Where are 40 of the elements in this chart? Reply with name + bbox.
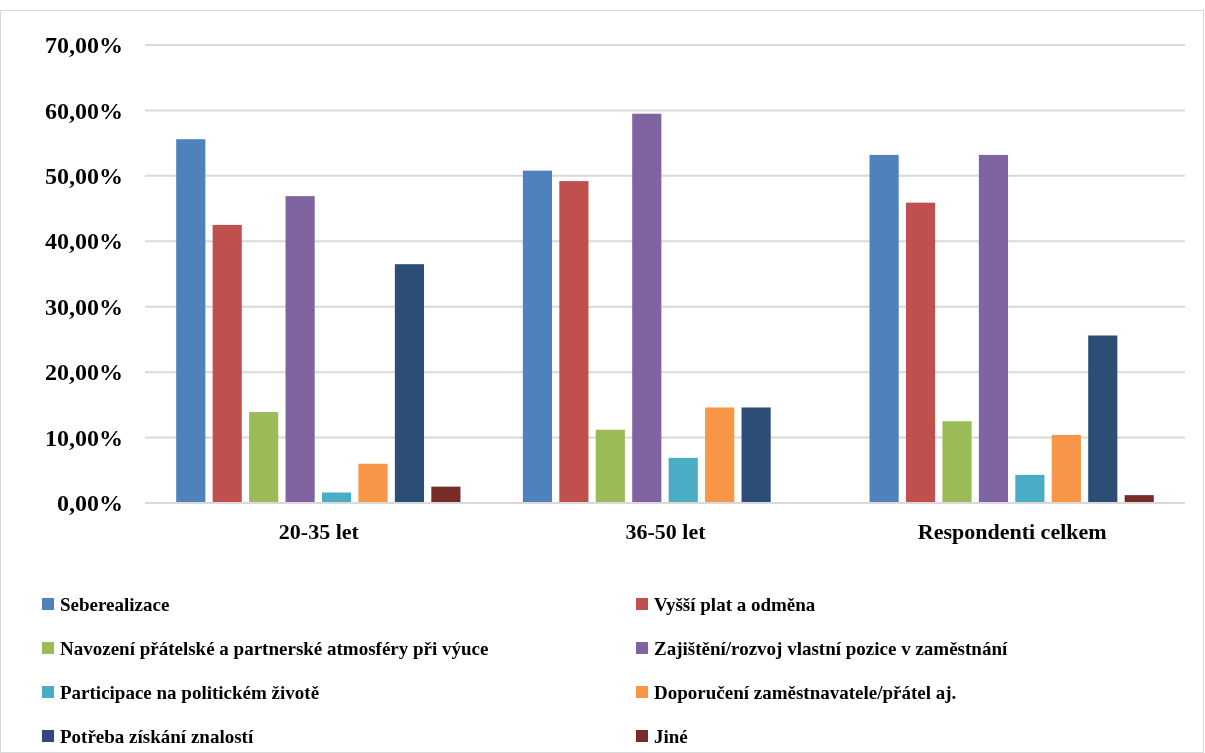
- legend-label: Jiné: [654, 725, 688, 747]
- bar: [668, 457, 698, 503]
- bar: [705, 407, 735, 503]
- bar: [741, 407, 771, 503]
- legend-label: Doporučení zaměstnavatele/přátel aj.: [654, 681, 957, 703]
- bar: [1088, 335, 1118, 503]
- bar: [522, 170, 553, 503]
- legend-label: Seberealizace: [60, 593, 170, 615]
- legend-label: Zajištění/rozvoj vlastní pozice v zaměstnání: [654, 637, 1008, 659]
- bar: [869, 154, 899, 503]
- bar: [595, 429, 625, 503]
- legend-label: Vyšší plat a odměna: [654, 593, 816, 615]
- y-tick-label: 60,00%: [45, 97, 123, 124]
- bar: [176, 139, 206, 503]
- y-tick-label: 0,00%: [57, 490, 123, 517]
- x-tick-label: Respondenti celkem: [917, 518, 1107, 544]
- bar: [285, 196, 315, 503]
- bar: [1015, 474, 1045, 503]
- bar: [632, 113, 662, 503]
- x-tick-label: 36-50 let: [625, 518, 707, 544]
- legend-label: Potřeba získání znalostí: [60, 725, 254, 747]
- bar: [905, 202, 936, 503]
- y-tick-label: 10,00%: [45, 424, 123, 451]
- bar: [431, 486, 461, 503]
- bar: [942, 421, 972, 503]
- bar: [358, 463, 388, 503]
- bar: [249, 412, 279, 503]
- y-tick-label: 40,00%: [45, 228, 123, 255]
- x-tick-label: 20-35 let: [278, 518, 360, 544]
- bar: [1051, 434, 1081, 503]
- bar: [394, 264, 425, 503]
- legend-label: Participace na politickém životě: [60, 681, 320, 703]
- bar: [212, 224, 242, 503]
- y-tick-label: 30,00%: [45, 293, 123, 320]
- bar: [978, 154, 1009, 503]
- y-tick-label: 70,00%: [45, 32, 123, 59]
- y-tick-label: 20,00%: [45, 359, 123, 386]
- legend-label: Navození přátelské a partnerské atmosféry při výuce: [60, 637, 489, 659]
- bar: [559, 181, 589, 503]
- y-tick-label: 50,00%: [45, 163, 123, 190]
